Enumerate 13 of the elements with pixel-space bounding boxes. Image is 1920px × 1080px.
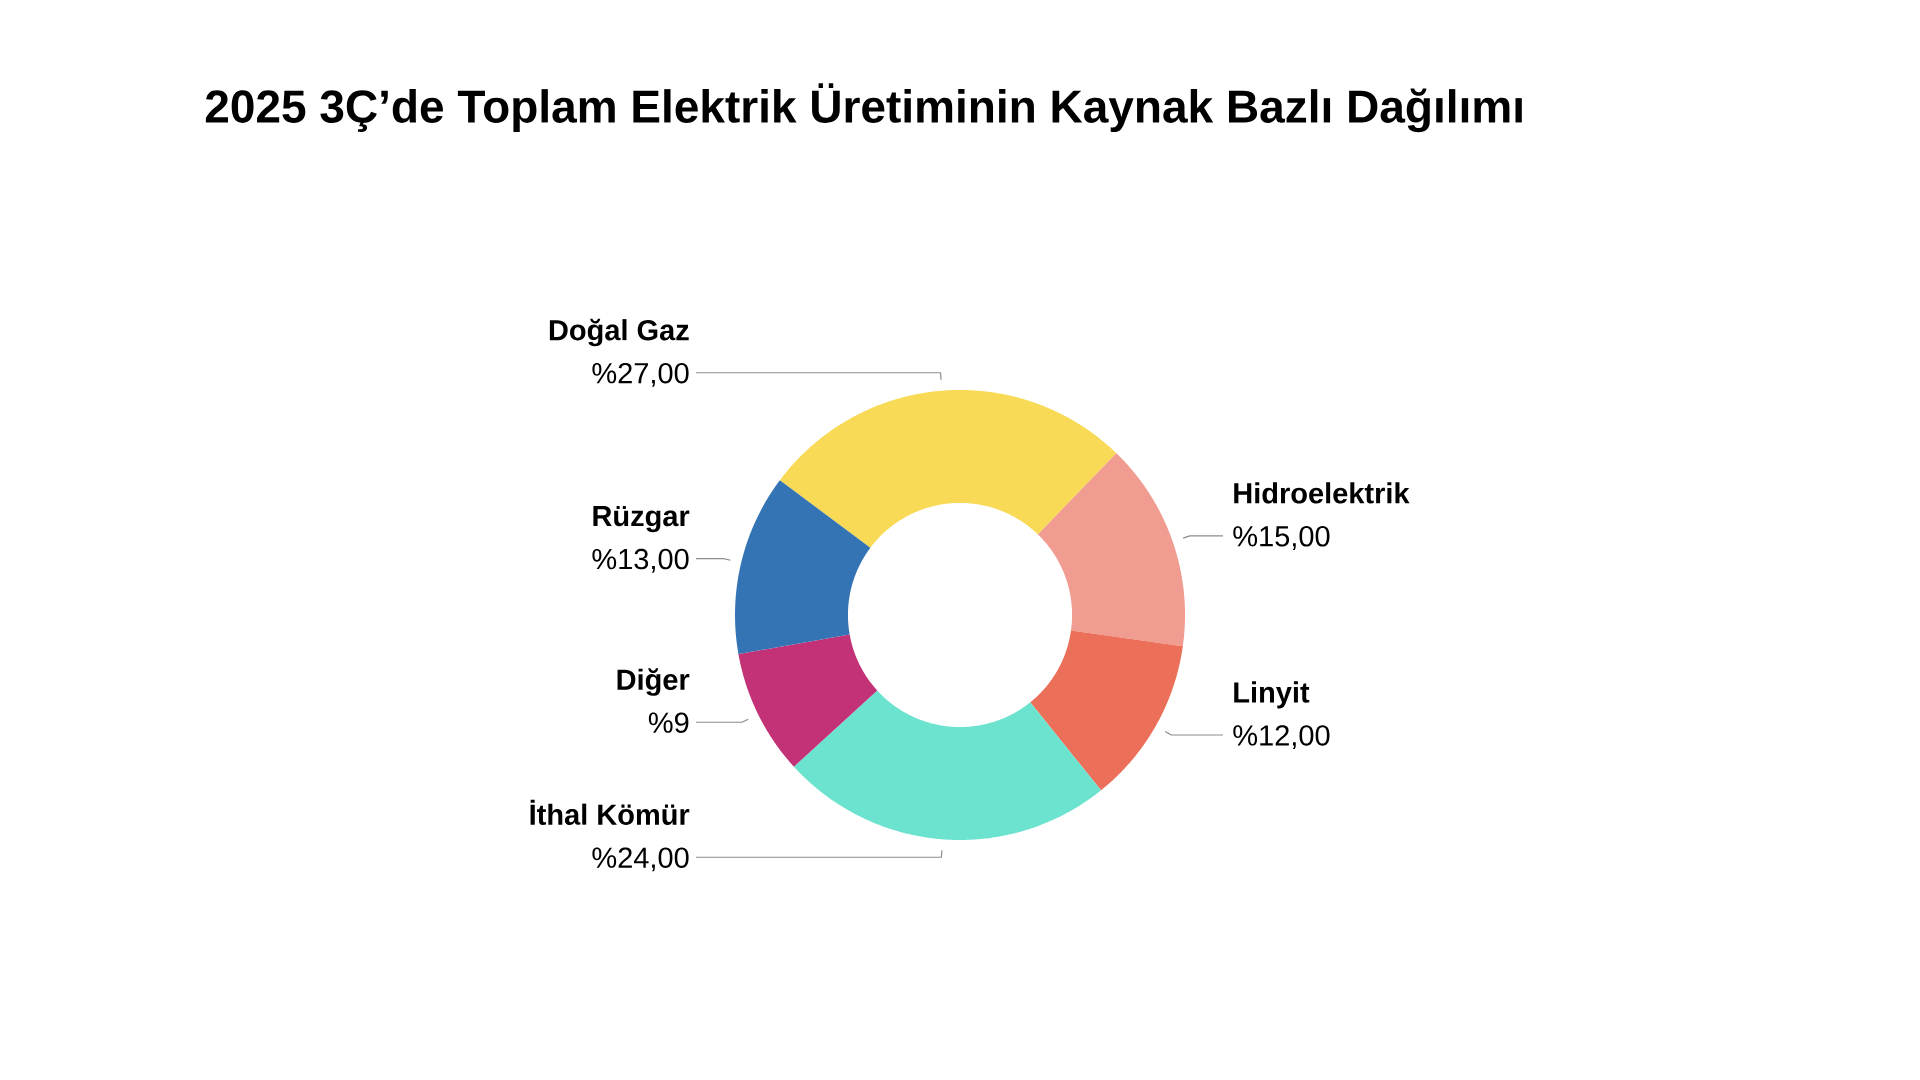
data-label: %27,00 (592, 362, 689, 387)
data-label: %12,00 (1233, 725, 1330, 750)
slice-label: Diğer (617, 668, 690, 696)
data-label: %24,00 (592, 847, 689, 872)
slice-label: Hidroelektrik (1234, 482, 1410, 504)
data-label: %13,00 (592, 548, 689, 573)
chart-title: 2025 3Ç’de Toplam Elektrik Üretiminin Kaynak Bazlı Dağılımı (205, 83, 1522, 133)
slice-label: Doğal Gaz (549, 318, 689, 347)
slice-label: Linyit (1234, 681, 1310, 709)
data-label: %15,00 (1233, 526, 1330, 550)
data-label: %9 (648, 712, 689, 733)
slice-label: İthal Kömür (530, 799, 690, 825)
slice-label: Rüzgar (593, 505, 690, 533)
